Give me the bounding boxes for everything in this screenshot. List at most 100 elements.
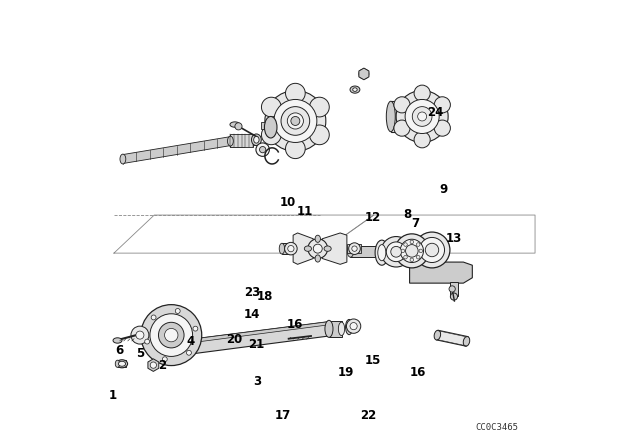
Circle shape (186, 350, 191, 355)
Circle shape (405, 99, 439, 134)
Circle shape (262, 97, 281, 117)
Circle shape (193, 326, 198, 331)
Circle shape (310, 125, 329, 145)
Circle shape (419, 249, 422, 253)
Circle shape (164, 328, 178, 342)
Ellipse shape (230, 122, 240, 127)
Bar (450, 282, 458, 296)
Bar (351, 246, 381, 257)
Text: 8: 8 (403, 207, 412, 221)
Circle shape (256, 143, 269, 156)
Circle shape (285, 242, 297, 255)
Text: 11: 11 (296, 205, 312, 218)
Ellipse shape (350, 86, 360, 93)
Circle shape (145, 339, 150, 344)
Text: CC0C3465: CC0C3465 (476, 423, 518, 432)
Circle shape (159, 322, 184, 348)
Polygon shape (174, 322, 329, 345)
Circle shape (449, 286, 455, 292)
Ellipse shape (387, 101, 396, 132)
Polygon shape (174, 322, 329, 356)
Polygon shape (359, 68, 369, 80)
Text: 18: 18 (257, 290, 273, 303)
Circle shape (314, 244, 323, 253)
Bar (253, 136, 260, 145)
Circle shape (150, 362, 157, 368)
Text: 13: 13 (445, 232, 461, 245)
Circle shape (435, 120, 451, 136)
Circle shape (136, 331, 144, 339)
Bar (348, 244, 361, 253)
Text: 4: 4 (186, 335, 194, 348)
Ellipse shape (113, 338, 122, 343)
Circle shape (419, 237, 445, 263)
Ellipse shape (315, 235, 321, 242)
Circle shape (175, 309, 180, 314)
Bar (118, 360, 127, 367)
Text: 19: 19 (338, 366, 354, 379)
Text: 9: 9 (439, 182, 447, 196)
Circle shape (404, 255, 407, 259)
Text: 21: 21 (248, 337, 264, 351)
Circle shape (346, 319, 361, 333)
Text: 1: 1 (109, 388, 117, 402)
Circle shape (235, 123, 242, 130)
Circle shape (308, 239, 328, 258)
Polygon shape (323, 233, 347, 264)
Circle shape (410, 258, 413, 262)
Polygon shape (410, 262, 472, 283)
Circle shape (414, 85, 430, 101)
Bar (391, 101, 429, 132)
Ellipse shape (305, 246, 312, 251)
Circle shape (451, 293, 458, 300)
Ellipse shape (141, 334, 203, 343)
Circle shape (288, 246, 294, 252)
Text: 23: 23 (244, 285, 260, 299)
Text: 7: 7 (411, 216, 419, 230)
Ellipse shape (115, 360, 120, 367)
Text: 15: 15 (365, 354, 381, 367)
Circle shape (400, 239, 424, 263)
Circle shape (394, 97, 410, 113)
Ellipse shape (463, 336, 470, 346)
Text: 2: 2 (158, 358, 166, 372)
Ellipse shape (227, 136, 234, 146)
Ellipse shape (315, 255, 321, 262)
Ellipse shape (118, 361, 125, 366)
Ellipse shape (264, 116, 277, 138)
Ellipse shape (442, 111, 448, 121)
Text: 22: 22 (360, 409, 376, 422)
Circle shape (404, 243, 407, 246)
Circle shape (291, 116, 300, 125)
Text: 16: 16 (410, 366, 426, 379)
Ellipse shape (298, 107, 315, 135)
Text: 24: 24 (428, 106, 444, 120)
Ellipse shape (279, 243, 285, 254)
Circle shape (406, 245, 418, 257)
Ellipse shape (375, 240, 388, 265)
Bar (261, 122, 272, 129)
Circle shape (414, 132, 430, 148)
Circle shape (163, 357, 167, 362)
Circle shape (417, 243, 420, 246)
Circle shape (350, 323, 357, 330)
Circle shape (359, 69, 369, 79)
Bar (282, 243, 314, 254)
Polygon shape (123, 137, 230, 164)
Ellipse shape (348, 246, 354, 257)
Circle shape (414, 232, 450, 268)
Circle shape (391, 246, 401, 257)
Circle shape (285, 83, 305, 103)
Circle shape (418, 112, 427, 121)
Text: 10: 10 (280, 196, 296, 209)
Text: 20: 20 (226, 333, 242, 346)
Ellipse shape (434, 330, 440, 340)
Circle shape (352, 246, 357, 251)
Circle shape (401, 249, 404, 253)
Circle shape (262, 125, 281, 145)
Circle shape (381, 237, 412, 267)
Text: 6: 6 (115, 344, 124, 357)
Bar (329, 321, 342, 337)
Circle shape (151, 315, 156, 320)
Circle shape (141, 305, 202, 366)
